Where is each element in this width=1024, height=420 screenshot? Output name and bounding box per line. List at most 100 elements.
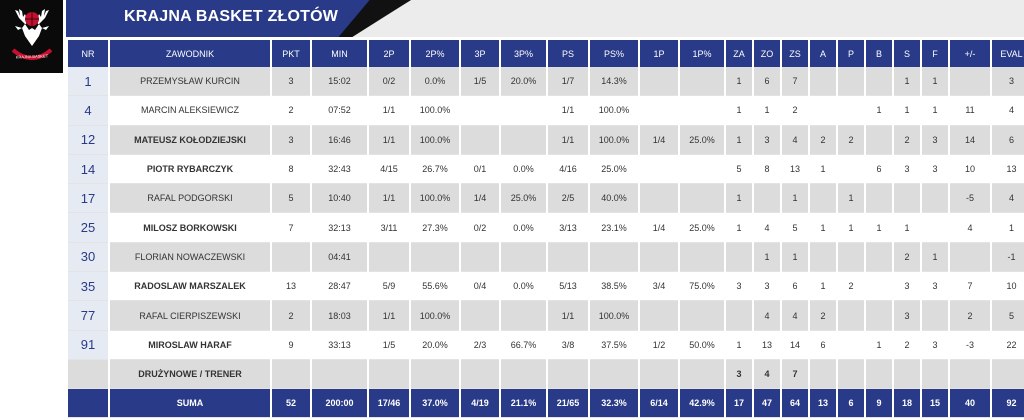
stat-cell: 14 (950, 125, 990, 155)
stat-cell: 37.0% (411, 388, 459, 418)
stat-cell: -1 (992, 242, 1024, 273)
stat-cell: 3 (922, 272, 948, 302)
stat-cell: 40.0% (590, 184, 638, 214)
stat-cell: 0/4 (461, 272, 499, 302)
table-row: 14 PIOTR RYBARCZYK 8 32:43 4/15 26.7% 0/1 0.0% 4… (68, 154, 1024, 185)
stat-cell: 6 (754, 67, 780, 97)
stat-cell: 1 (726, 125, 752, 155)
stat-cell (838, 242, 864, 273)
stat-cell: 1 (894, 96, 920, 126)
stat-cell: 13 (754, 330, 780, 360)
stat-cell (838, 67, 864, 97)
column-header: MIN (312, 40, 367, 67)
column-header: NR (68, 40, 108, 67)
stat-cell: 100.0% (590, 301, 638, 331)
column-header: 2P (369, 40, 409, 67)
stat-cell: 42.9% (680, 388, 724, 418)
stat-cell: 2 (894, 125, 920, 155)
stat-cell: 6 (782, 272, 808, 302)
stat-cell: 4 (992, 184, 1024, 214)
stat-cell (810, 359, 836, 389)
stat-cell: 22 (992, 330, 1024, 360)
stat-cell (992, 359, 1024, 389)
team-banner: KRAJNA BASKET ZŁOTÓW (66, 0, 1024, 37)
stat-cell (640, 67, 678, 97)
stat-cell (501, 359, 546, 389)
stat-cell: 2 (810, 125, 836, 155)
stat-cell: 25.0% (680, 125, 724, 155)
stat-cell: 1 (992, 213, 1024, 243)
stat-cell: 1 (726, 67, 752, 97)
stat-cell: 3/11 (369, 213, 409, 243)
stat-cell (640, 301, 678, 331)
table-body: 1 PRZEMYSŁAW KURCIN 3 15:02 0/2 0.0% 1/5 20.0% 1… (68, 67, 1024, 418)
stat-cell: 52 (272, 388, 310, 418)
player-name: MILOSZ BORKOWSKI (110, 213, 270, 243)
stat-cell: 2 (894, 242, 920, 273)
stat-cell: 2 (810, 301, 836, 331)
stat-cell: 4 (754, 213, 780, 243)
stat-cell (866, 67, 892, 97)
player-number: 35 (68, 272, 108, 302)
stat-cell (810, 242, 836, 273)
column-header: PS (548, 40, 588, 67)
stat-cell (838, 154, 864, 185)
stat-cell: 0/2 (461, 213, 499, 243)
stat-cell: 28:47 (312, 272, 367, 302)
player-name: RAFAL CIERPISZEWSKI (110, 301, 270, 331)
stat-cell: 9 (272, 330, 310, 360)
stat-cell: 1 (782, 242, 808, 273)
stat-cell (461, 96, 499, 126)
stat-cell: 0/1 (461, 154, 499, 185)
stat-cell: 2 (894, 330, 920, 360)
stat-cell: 4 (992, 96, 1024, 126)
stat-cell: 100.0% (590, 125, 638, 155)
stat-cell: 1/1 (369, 96, 409, 126)
stat-cell: 1 (810, 154, 836, 185)
column-header: ZS (782, 40, 808, 67)
stat-cell (501, 301, 546, 331)
stat-cell: 47 (754, 388, 780, 418)
stat-cell: 3/13 (548, 213, 588, 243)
stat-cell (640, 154, 678, 185)
stat-cell (726, 301, 752, 331)
stat-cell: 100.0% (411, 301, 459, 331)
stat-cell: 1/1 (548, 96, 588, 126)
player-number: 12 (68, 125, 108, 155)
table-row: 25 MILOSZ BORKOWSKI 7 32:13 3/11 27.3% 0/2 0.0%… (68, 213, 1024, 243)
stat-cell (590, 359, 638, 389)
stat-cell: 3 (726, 272, 752, 302)
stat-cell: 2 (782, 96, 808, 126)
stat-cell (866, 272, 892, 302)
stat-cell: 3 (272, 125, 310, 155)
stat-cell (866, 359, 892, 389)
player-number: 91 (68, 330, 108, 360)
player-name: MATEUSZ KOŁODZIEJSKI (110, 125, 270, 155)
stat-cell: 3 (922, 125, 948, 155)
stat-cell: 3 (992, 67, 1024, 97)
stat-cell: 3 (272, 67, 310, 97)
column-header: S (894, 40, 920, 67)
stat-cell: 7 (272, 213, 310, 243)
stat-cell: 27.3% (411, 213, 459, 243)
stat-cell: 2 (272, 96, 310, 126)
stat-cell: 3 (754, 125, 780, 155)
column-header: B (866, 40, 892, 67)
stat-cell: 3/4 (640, 272, 678, 302)
stat-cell: 6 (866, 154, 892, 185)
stat-cell: -3 (950, 330, 990, 360)
stat-cell (501, 125, 546, 155)
stat-cell (894, 359, 920, 389)
stat-cell: 0.0% (501, 154, 546, 185)
stat-cell: 2 (272, 301, 310, 331)
stat-cell (501, 242, 546, 273)
stat-cell (640, 96, 678, 126)
stat-cell: 3 (894, 301, 920, 331)
table-row: 35 RADOSLAW MARSZALEK 13 28:47 5/9 55.6% 0/4 0.… (68, 272, 1024, 302)
stat-cell (838, 96, 864, 126)
column-header: EVAL (992, 40, 1024, 67)
stat-cell (866, 125, 892, 155)
player-number: 17 (68, 184, 108, 214)
stat-cell: 1 (922, 67, 948, 97)
svg-text:KRAJNA BASKET: KRAJNA BASKET (15, 53, 48, 59)
